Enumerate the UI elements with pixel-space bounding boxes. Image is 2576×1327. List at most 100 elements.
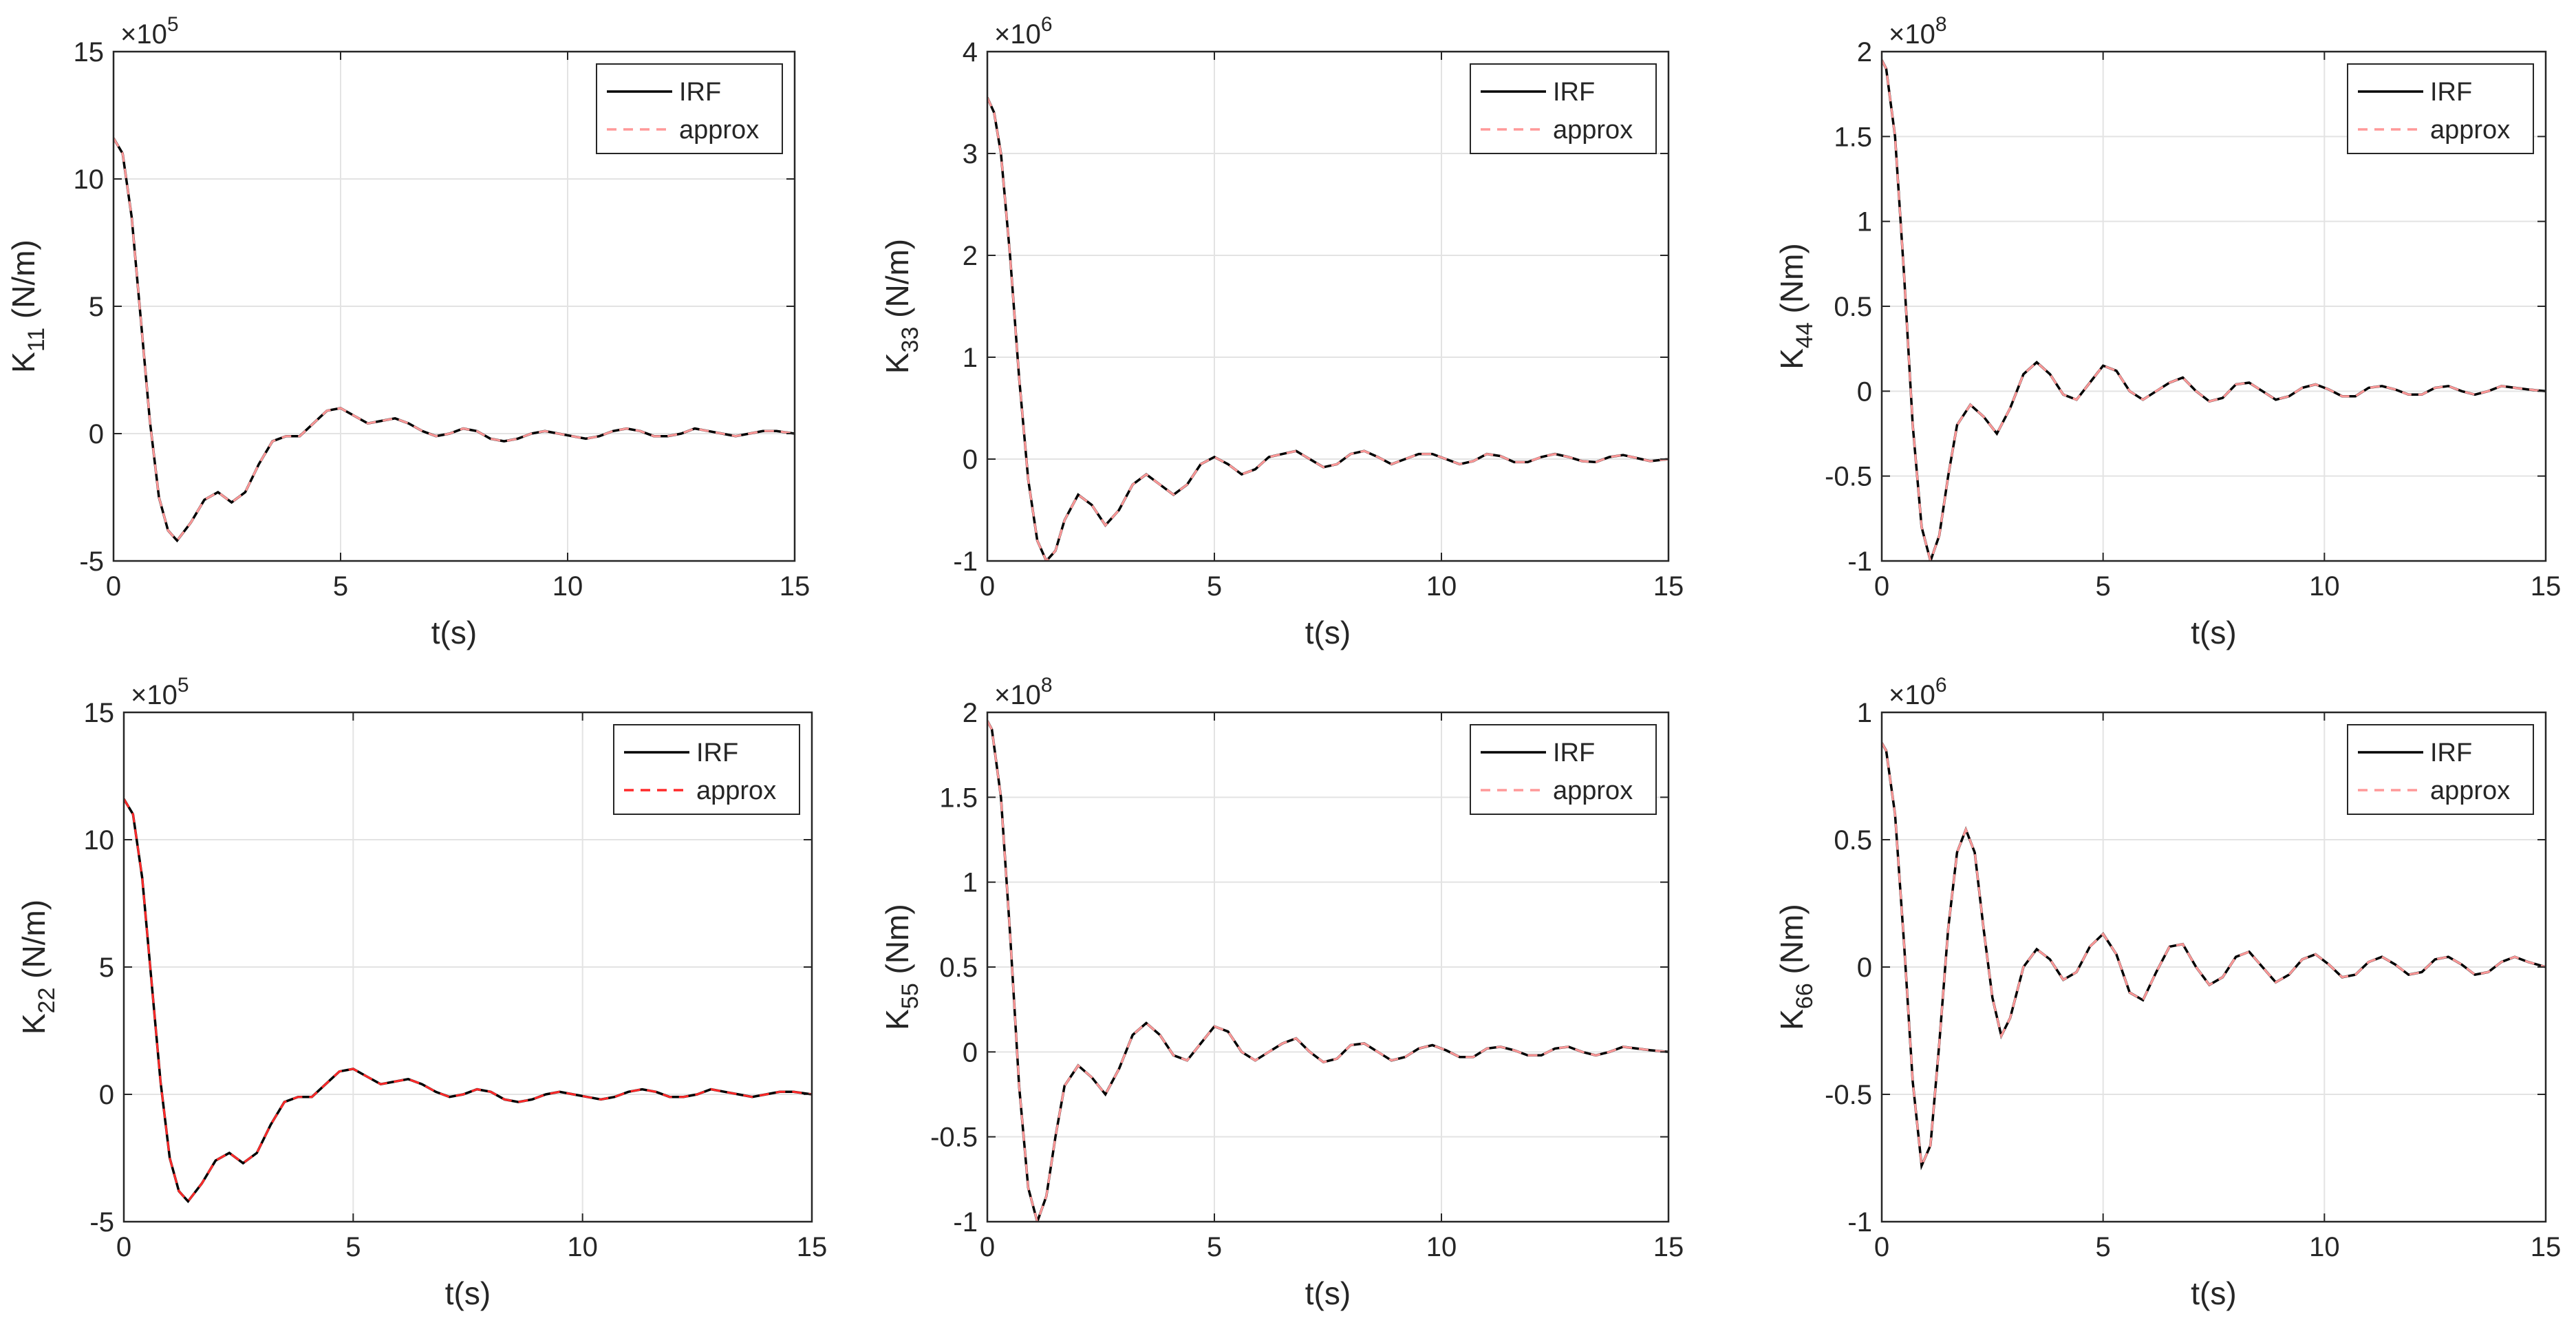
chart-panel-5: 0 5 10 15 -1 -0.5 0 0.5 1 1.5 2 ×108 t(s) K55 (Nm) IRF… (879, 674, 1684, 1311)
legend-label-irf: IRF (696, 739, 738, 767)
series-line-approx (1882, 59, 2546, 561)
legend-label-irf: IRF (1553, 78, 1595, 107)
y-axis-label: K22 (N/m) (16, 900, 60, 1034)
legend: IRF approx (596, 63, 783, 154)
axes-box (986, 50, 1670, 562)
y-axis-label: K55 (Nm) (879, 904, 923, 1030)
y-tick-label: 4 (963, 37, 978, 67)
x-axis-label: t(s) (1305, 615, 1351, 650)
x-tick-label: 5 (1207, 571, 1222, 602)
x-axis-label: t(s) (2191, 1275, 2236, 1311)
x-tick-label: 15 (780, 571, 811, 602)
x-tick-label: 5 (2096, 571, 2111, 602)
legend-box (596, 63, 783, 154)
y-tick-label: 1 (963, 343, 978, 373)
x-tick-label: 0 (980, 571, 995, 602)
x-axis-label: t(s) (431, 615, 477, 650)
y-axis-label: K33 (N/m) (879, 239, 923, 374)
legend-box (613, 724, 800, 815)
y-tick-label: 3 (963, 139, 978, 169)
x-tick-label: 0 (1874, 571, 1889, 602)
legend-box (2347, 724, 2534, 815)
y-axis-label: K66 (Nm) (1774, 904, 1818, 1030)
x-tick-label: 15 (1653, 1232, 1684, 1262)
x-axis-label: t(s) (1305, 1275, 1351, 1311)
y-tick-label: 0.5 (1834, 292, 1872, 322)
legend-label-approx: approx (1553, 116, 1633, 145)
y-tick-label: -1 (953, 546, 978, 577)
x-tick-label: 0 (106, 571, 121, 602)
legend-box (2347, 63, 2534, 154)
x-tick-label: 15 (797, 1232, 828, 1262)
legend-label-approx: approx (679, 116, 759, 145)
y-tick-label: 0 (89, 419, 104, 449)
x-tick-label: 0 (116, 1232, 131, 1262)
series-line-approx (1882, 742, 2546, 1170)
y-tick-label: 0 (99, 1080, 114, 1110)
legend-label-irf: IRF (2430, 78, 2472, 107)
legend: IRF approx (2347, 724, 2534, 815)
y-tick-label: 15 (74, 37, 105, 67)
legend-label-approx: approx (2430, 116, 2510, 145)
x-tick-label: 5 (1207, 1232, 1222, 1262)
y-tick-label: 1 (963, 868, 978, 898)
y-axis-label: K44 (Nm) (1774, 243, 1818, 369)
x-axis-label: t(s) (445, 1275, 491, 1311)
x-tick-label: 10 (567, 1232, 598, 1262)
y-tick-label: 0 (963, 445, 978, 475)
y-tick-label: 1 (1857, 207, 1872, 237)
y-tick-label: 1 (1857, 698, 1872, 728)
series-line-approx (124, 798, 812, 1203)
x-tick-label: 0 (980, 1232, 995, 1262)
y-tick-label: 2 (963, 241, 978, 271)
y-tick-label: 0.5 (1834, 825, 1872, 856)
x-tick-label: 10 (1426, 1232, 1457, 1262)
legend: IRF approx (613, 724, 800, 815)
x-tick-label: 5 (345, 1232, 361, 1262)
legend: IRF approx (1470, 63, 1657, 154)
y-tick-label: 1.5 (1834, 122, 1872, 152)
y-tick-label: 0 (1857, 953, 1872, 983)
y-tick-label: -0.5 (930, 1123, 978, 1153)
legend: IRF approx (2347, 63, 2534, 154)
axis-exponent: ×106 (1889, 674, 1947, 710)
x-axis-label: t(s) (2191, 615, 2236, 650)
legend-label-approx: approx (1553, 776, 1633, 805)
x-tick-label: 10 (2309, 1232, 2340, 1262)
y-tick-label: 0 (963, 1037, 978, 1068)
axis-exponent: ×105 (131, 674, 189, 710)
axis-exponent: ×108 (1889, 13, 1947, 50)
x-tick-label: 15 (1653, 571, 1684, 602)
chart-panel-6: 0 5 10 15 -1 -0.5 0 0.5 1 ×106 t(s) K66 (Nm) IRF appr… (1774, 674, 2561, 1311)
x-tick-label: 10 (1426, 571, 1457, 602)
axis-exponent: ×108 (994, 674, 1053, 710)
axis-exponent: ×106 (994, 13, 1053, 50)
series-line-approx (987, 720, 1668, 1222)
x-tick-label: 10 (2309, 571, 2340, 602)
y-tick-label: -5 (79, 546, 104, 577)
series-line-approx (987, 96, 1668, 561)
y-tick-label: 1.5 (939, 783, 978, 813)
x-tick-label: 10 (552, 571, 583, 602)
y-tick-label: -5 (89, 1207, 114, 1238)
x-tick-label: 0 (1874, 1232, 1889, 1262)
y-tick-label: 2 (1857, 37, 1872, 67)
y-tick-label: 5 (99, 953, 114, 983)
x-tick-label: 15 (2531, 1232, 2562, 1262)
x-tick-label: 5 (333, 571, 348, 602)
x-tick-label: 15 (2531, 571, 2562, 602)
legend-label-irf: IRF (1553, 739, 1595, 767)
chart-panel-3: 0 5 10 15 -1 -0.5 0 0.5 1 1.5 2 ×108 t(s) K44 (Nm) IRF… (1774, 13, 2561, 650)
legend-label-irf: IRF (679, 78, 721, 107)
legend-box (1470, 63, 1657, 154)
y-axis-label: K11 (N/m) (6, 240, 50, 373)
y-tick-label: 15 (84, 698, 115, 728)
y-tick-label: 0 (1857, 376, 1872, 407)
axis-exponent: ×105 (120, 13, 179, 50)
y-tick-label: 10 (84, 825, 115, 856)
y-tick-label: 10 (74, 164, 105, 195)
